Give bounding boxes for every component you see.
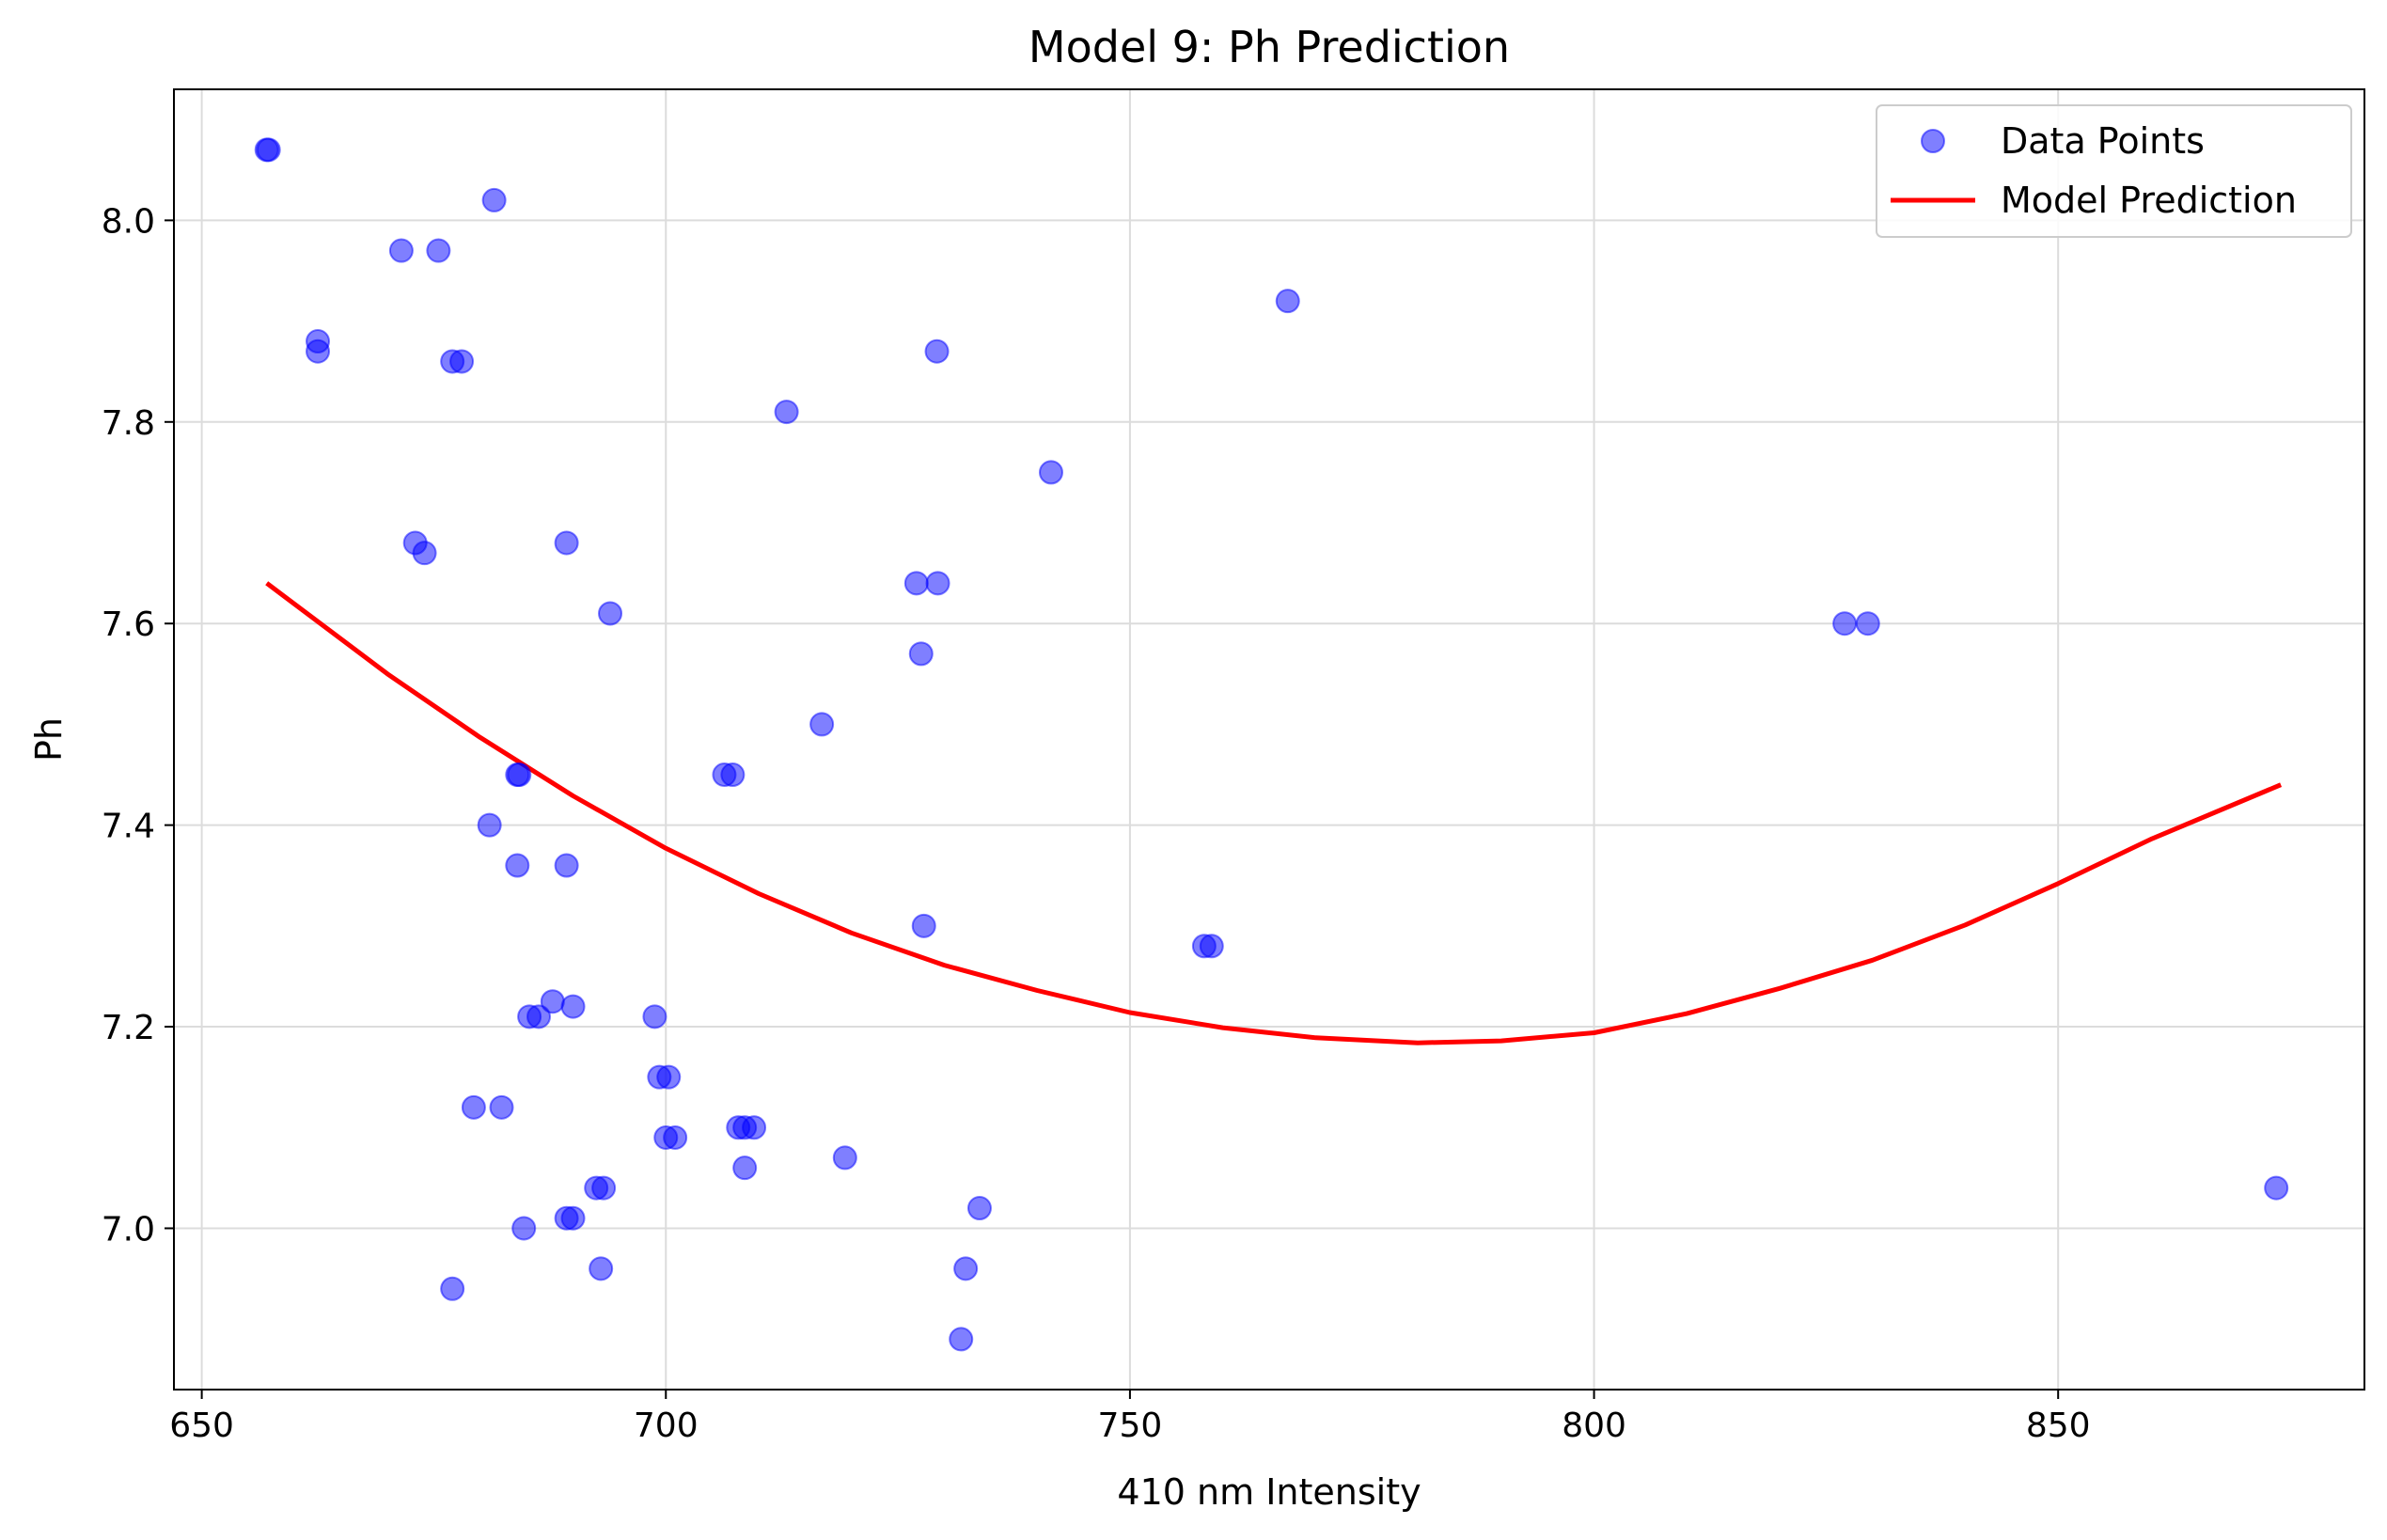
data-point xyxy=(774,400,799,425)
model-prediction-line xyxy=(265,581,2283,1045)
plot-area xyxy=(254,137,2289,1352)
data-point xyxy=(461,1094,486,1120)
x-tick-label: 650 xyxy=(169,1406,234,1445)
legend-marker-data-points xyxy=(1921,129,1945,153)
legend-label-model-prediction: Model Prediction xyxy=(2001,180,2297,221)
x-tick-label: 850 xyxy=(2026,1406,2091,1445)
x-tick-label: 750 xyxy=(1098,1406,1163,1445)
data-point xyxy=(663,1124,688,1150)
data-point xyxy=(489,1094,514,1120)
x-tick-label: 700 xyxy=(634,1406,699,1445)
data-point xyxy=(642,1004,667,1029)
data-point xyxy=(256,137,281,163)
model-prediction-layer xyxy=(265,581,2283,1045)
y-axis: 7.0 7.2 7.4 7.6 7.8 8.0 xyxy=(102,202,174,1249)
x-axis-label: 410 nm Intensity xyxy=(1117,1471,1421,1513)
data-point xyxy=(1038,460,1063,485)
data-point xyxy=(1199,934,1224,959)
data-point xyxy=(477,812,502,838)
data-point xyxy=(526,1004,552,1029)
data-point xyxy=(949,1327,974,1352)
y-tick-label: 8.0 xyxy=(102,202,155,241)
data-point xyxy=(426,238,451,263)
data-point xyxy=(732,1155,758,1181)
data-point xyxy=(720,762,746,788)
data-point xyxy=(505,853,530,878)
y-tick-label: 7.8 xyxy=(102,404,155,443)
data-point xyxy=(1275,289,1300,314)
data-point xyxy=(560,994,586,1019)
x-axis: 650 700 750 800 850 xyxy=(169,1390,2091,1445)
data-point xyxy=(449,349,475,374)
data-point xyxy=(306,338,331,364)
plot-frame xyxy=(173,88,2365,1391)
data-point xyxy=(412,541,437,566)
grid xyxy=(174,89,2364,1390)
x-tick-label: 800 xyxy=(1562,1406,1626,1445)
legend-box xyxy=(1876,104,2352,238)
legend-label-data-points: Data Points xyxy=(2001,120,2205,162)
legend: Data Points Model Prediction xyxy=(1876,104,2352,238)
data-point xyxy=(598,601,623,626)
data-point xyxy=(554,530,579,556)
data-point xyxy=(911,913,936,938)
data-point xyxy=(903,571,929,596)
data-point xyxy=(953,1256,979,1281)
data-point xyxy=(440,1276,465,1301)
data-point xyxy=(966,1196,992,1221)
y-tick-label: 7.4 xyxy=(102,808,155,846)
data-point xyxy=(560,1205,586,1231)
data-point xyxy=(388,238,414,263)
y-axis-label: Ph xyxy=(28,717,70,762)
data-point xyxy=(481,187,507,212)
chart-title: Model 9: Ph Prediction xyxy=(1029,22,1510,72)
y-tick-label: 7.2 xyxy=(102,1009,155,1047)
data-point xyxy=(742,1115,767,1140)
data-point xyxy=(908,641,934,667)
y-tick-label: 7.6 xyxy=(102,605,155,644)
y-tick-label: 7.0 xyxy=(102,1210,155,1249)
data-point xyxy=(656,1064,682,1090)
data-point xyxy=(924,338,950,364)
data-point xyxy=(2264,1175,2289,1201)
data-point xyxy=(809,712,835,737)
data-point xyxy=(507,762,532,788)
data-point xyxy=(591,1175,617,1201)
data-point xyxy=(1832,611,1858,636)
data-points-layer xyxy=(254,137,2289,1352)
data-point xyxy=(832,1145,857,1171)
data-point xyxy=(589,1256,614,1281)
data-point xyxy=(511,1216,537,1241)
data-point xyxy=(554,853,579,878)
data-point xyxy=(1855,611,1880,636)
data-point xyxy=(925,571,950,596)
